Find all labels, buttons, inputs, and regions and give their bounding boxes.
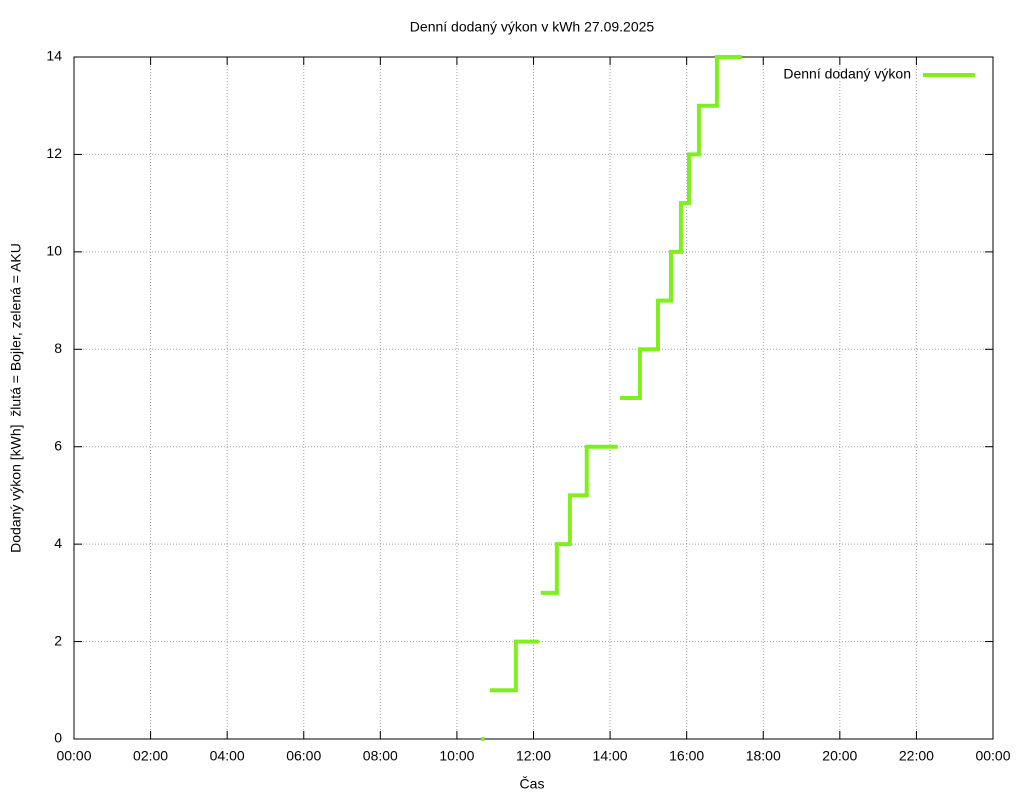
chart-title: Denní dodaný výkon v kWh 27.09.2025	[410, 19, 655, 35]
y-tick-label: 6	[54, 437, 62, 453]
x-tick-label: 00:00	[56, 748, 91, 764]
y-tick-label: 4	[54, 535, 62, 551]
y-tick-label: 8	[54, 340, 62, 356]
x-tick-label: 12:00	[516, 748, 551, 764]
x-axis-label: Čas	[520, 776, 545, 792]
x-tick-label: 10:00	[439, 748, 474, 764]
data-line	[481, 55, 742, 741]
x-tick-label: 08:00	[363, 748, 398, 764]
x-tick-label: 16:00	[669, 748, 704, 764]
y-axis-label: Dodaný výkon [kWh] žlutá = Bojler, zelen…	[8, 243, 24, 553]
y-tick-label: 10	[46, 243, 62, 259]
plot-frame	[73, 56, 994, 740]
x-tick-label: 14:00	[593, 748, 628, 764]
x-tick-label: 20:00	[822, 748, 857, 764]
x-tick-label: 18:00	[746, 748, 781, 764]
x-tick-label: 02:00	[133, 748, 168, 764]
x-tick-label: 06:00	[286, 748, 321, 764]
y-tick-label: 2	[54, 632, 62, 648]
x-tick-label: 22:00	[899, 748, 934, 764]
x-tick-label: 04:00	[210, 748, 245, 764]
y-tick-label: 14	[46, 48, 62, 64]
legend-label: Denní dodaný výkon	[783, 66, 911, 82]
y-tick-label: 0	[54, 730, 62, 746]
y-tick-label: 12	[46, 145, 62, 161]
x-tick-label: 00:00	[975, 748, 1010, 764]
